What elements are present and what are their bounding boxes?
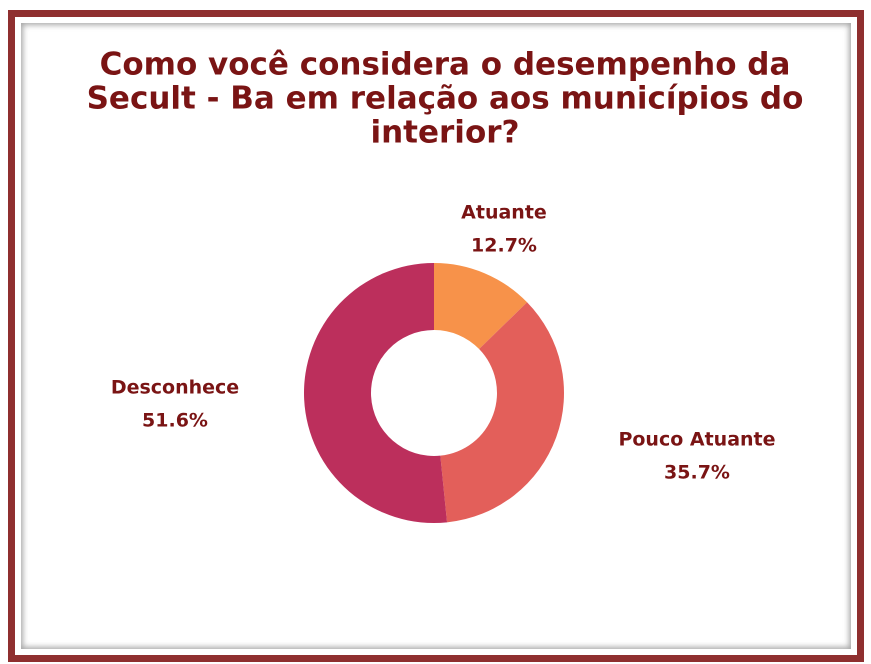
chart-title: interior? [370,115,519,151]
frame [8,10,864,662]
value-label: 35.7% [664,462,730,484]
chart-title: Como você considera o desempenho da [100,47,791,83]
chart-title: Secult - Ba em relação aos municípios do [87,81,804,117]
segment-label: Pouco Atuante [618,429,775,451]
donut-segment [303,263,448,523]
donut-segment [434,263,528,350]
value-label: 51.6% [142,410,208,432]
donut-segment [440,302,564,523]
segment-label: Desconhece [111,377,239,399]
value-label: 12.7% [471,235,537,257]
segment-label: Atuante [461,202,547,224]
